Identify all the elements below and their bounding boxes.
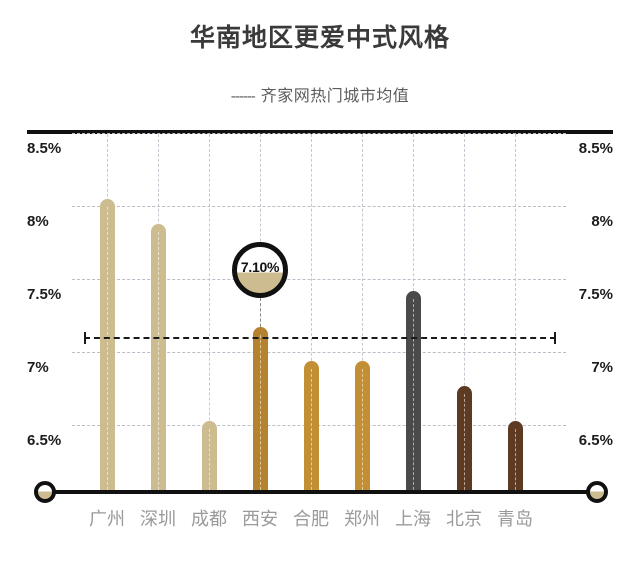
ytick-right-0: 8.5%: [578, 140, 613, 157]
average-line-left-cap: [84, 332, 86, 345]
gridline-vertical-6: [362, 134, 363, 490]
gridline-vertical-5: [311, 134, 312, 490]
ytick-left-1: 8%: [27, 213, 49, 230]
bar-hefei[interactable]: [303, 360, 319, 490]
bar-sheen: [260, 335, 261, 490]
gridline-7: [72, 352, 566, 353]
ytick-right-2: 7.5%: [578, 286, 613, 303]
bar-sheen: [413, 298, 414, 490]
bar-zhengzhou[interactable]: [354, 360, 370, 490]
average-reference-line: [84, 337, 556, 340]
callout-badge[interactable]: 7.10%: [232, 242, 288, 298]
average-line-right-cap: [554, 332, 556, 345]
bar-sheen: [311, 368, 312, 490]
gridline-8: [72, 206, 566, 207]
category-label-beijing: 北京: [446, 509, 482, 529]
category-label-qingdao: 青岛: [497, 509, 533, 529]
bar-beijing[interactable]: [456, 385, 472, 490]
bar-sheen: [362, 368, 363, 490]
ytick-right-1: 8%: [591, 213, 613, 230]
ytick-left-2: 7.5%: [27, 286, 62, 303]
gridline-7.5: [72, 279, 566, 280]
bar-guangzhou[interactable]: [99, 198, 115, 490]
category-label-chengdu: 成都: [191, 509, 227, 529]
axis-left-cap-icon: [34, 481, 56, 503]
category-label-hefei: 合肥: [293, 509, 329, 529]
axis-right-cap-icon: [586, 481, 608, 503]
category-label-guangzhou: 广州: [89, 509, 125, 529]
chart-title: 华南地区更爱中式风格: [189, 24, 450, 52]
callout-stem: [260, 298, 261, 328]
ytick-left-3: 7%: [27, 359, 49, 376]
gridline-8.5: [72, 133, 566, 134]
bar-sheen: [209, 428, 210, 490]
chart-subtitle: ------ 齐家网热门城市均值: [0, 82, 640, 106]
category-label-xian: 西安: [242, 509, 278, 529]
bar-xian[interactable]: [252, 327, 268, 490]
ytick-left-4: 6.5%: [27, 432, 62, 449]
bar-shenzhen[interactable]: [150, 223, 166, 490]
gridline-vertical-9: [515, 134, 516, 490]
top-axis-rule: [27, 130, 613, 134]
gridline-vertical-8: [464, 134, 465, 490]
bar-sheen: [515, 428, 516, 490]
ytick-left-0: 8.5%: [27, 140, 62, 157]
bar-qingdao[interactable]: [507, 420, 523, 490]
gridline-vertical-3: [209, 134, 210, 490]
gridline-6.5: [72, 425, 566, 426]
category-label-zhengzhou: 郑州: [344, 509, 380, 529]
callout-value-label: 7.10%: [240, 259, 280, 275]
ytick-right-4: 6.5%: [578, 432, 613, 449]
subtitle-dash-icon: ------: [230, 88, 256, 105]
bar-chengdu[interactable]: [201, 420, 217, 490]
chart-subtitle-text: 齐家网热门城市均值: [260, 88, 410, 105]
bar-sheen: [158, 231, 159, 490]
bar-sheen: [107, 206, 108, 490]
baseline-axis-rule: [45, 490, 597, 494]
bar-shanghai[interactable]: [405, 290, 421, 490]
ytick-right-3: 7%: [591, 359, 613, 376]
bar-sheen: [464, 393, 465, 490]
category-label-shenzhen: 深圳: [140, 509, 176, 529]
category-label-shanghai: 上海: [395, 509, 431, 529]
